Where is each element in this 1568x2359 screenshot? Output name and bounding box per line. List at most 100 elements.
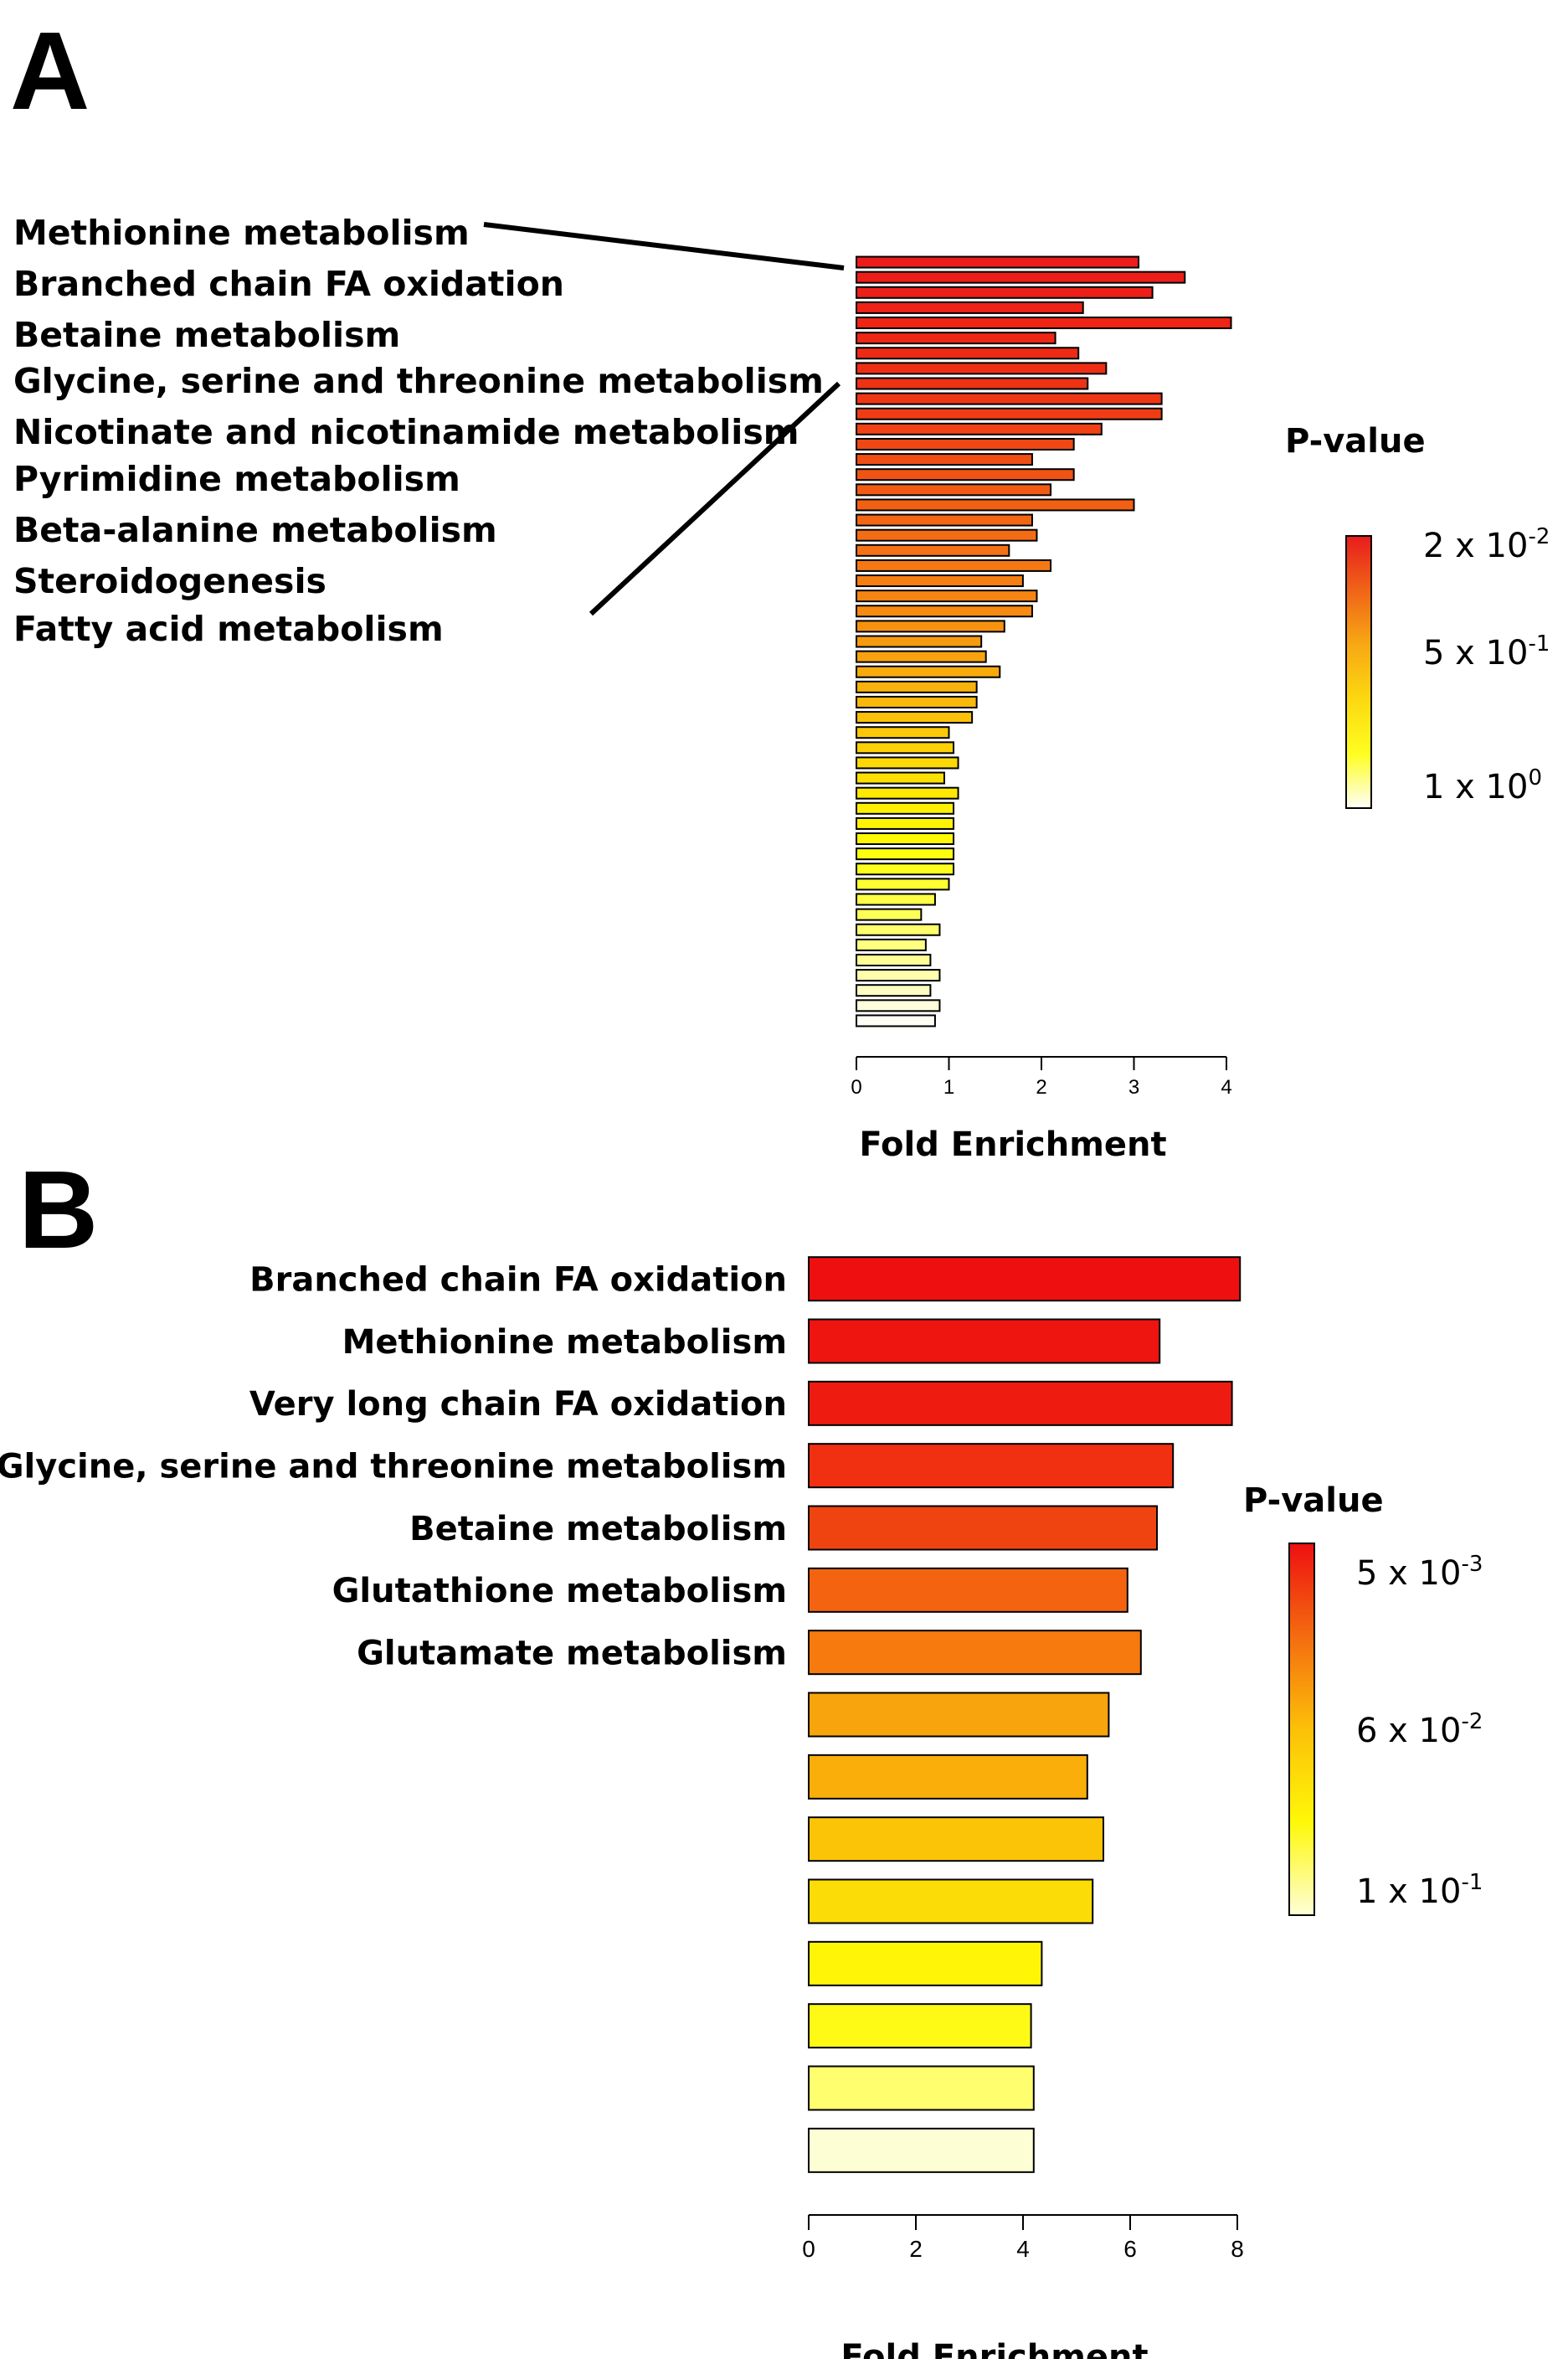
- panel-b-legend: P-value 5 x 10-3 6 x 10-2 1 x 10-1: [1243, 1481, 1483, 1916]
- category-label: Glutamate metabolism: [357, 1635, 787, 1673]
- panel-a: A Methionine metabolism Branched chain F…: [10, 9, 1550, 1164]
- bar: [856, 969, 941, 982]
- bar: [856, 392, 1163, 405]
- bar: [856, 332, 1056, 345]
- bar: [856, 255, 1140, 269]
- bar: [856, 317, 1232, 330]
- x-tick-label: 4: [1221, 1076, 1231, 1099]
- bar: [808, 1630, 1142, 1676]
- panel-a-legend-colorbar: [1345, 535, 1372, 809]
- panel-a-legend-label-bottom: 1 x 100: [1423, 765, 1542, 806]
- panel-b-x-axis: 0 2 4 6 8: [802, 2214, 1244, 2262]
- bar: [856, 893, 936, 906]
- panel-a-label: Methionine metabolism: [13, 213, 470, 253]
- bar: [856, 756, 959, 770]
- bar: [808, 2065, 1035, 2111]
- x-tick-label: 6: [1123, 2236, 1137, 2262]
- bar: [856, 680, 978, 693]
- legend-exponent: -1: [1461, 1870, 1483, 1895]
- panel-a-bars: [856, 255, 1232, 1028]
- category-label: Glycine, serine and threonine metabolism: [0, 1448, 787, 1486]
- bar: [808, 1940, 1043, 1986]
- panel-b-legend-label-mid: 6 x 10-2: [1356, 1709, 1483, 1750]
- x-tick-label: 2: [909, 2236, 923, 2262]
- bar: [856, 863, 955, 876]
- panel-a-legend: P-value 2 x 10-2 5 x 10-1 1 x 100: [1285, 422, 1550, 809]
- legend-exponent: -2: [1528, 524, 1550, 549]
- panel-b-x-axis-title: Fold Enrichment: [841, 2338, 1148, 2359]
- legend-base: 5 x 10: [1423, 634, 1528, 672]
- bar: [856, 953, 932, 966]
- bar: [856, 984, 932, 997]
- legend-exponent: -2: [1461, 1709, 1483, 1734]
- bar: [856, 711, 974, 724]
- x-tick-label: 2: [1036, 1076, 1046, 1099]
- panel-b-legend-colorbar: [1288, 1543, 1315, 1916]
- panel-b-letter: B: [18, 1148, 98, 1271]
- bar: [856, 999, 941, 1012]
- x-tick-label: 1: [943, 1076, 954, 1099]
- bar: [856, 437, 1075, 451]
- bar: [856, 908, 923, 921]
- x-tick-label: 0: [802, 2236, 815, 2262]
- bar: [856, 286, 1154, 299]
- panel-a-label: Steroidogenesis: [13, 561, 326, 601]
- legend-base: 2 x 10: [1423, 527, 1528, 565]
- legend-base: 1 x 10: [1423, 768, 1528, 806]
- panel-b-legend-label-bottom: 1 x 10-1: [1356, 1870, 1483, 1911]
- bar: [856, 786, 959, 800]
- legend-exponent: -3: [1461, 1552, 1483, 1577]
- bar: [856, 878, 950, 891]
- panel-a-label: Nicotinate and nicotinamide metabolism: [13, 412, 799, 452]
- panel-a-legend-label-mid: 5 x 10-1: [1423, 631, 1550, 672]
- panel-b: B Branched chain FA oxidation Methionine …: [0, 1148, 1483, 2359]
- panel-a-letter: A: [10, 9, 90, 132]
- panel-a-x-axis: 0 1 2 3 4: [851, 1056, 1232, 1099]
- legend-base: 1 x 10: [1356, 1872, 1461, 1911]
- panel-a-label: Glycine, serine and threonine metabolism: [13, 361, 824, 401]
- bar: [808, 1318, 1161, 1364]
- bar: [856, 741, 955, 755]
- bar: [856, 453, 1033, 466]
- bar: [856, 847, 955, 861]
- bar: [856, 665, 1001, 678]
- bar: [856, 362, 1108, 375]
- bar: [808, 1567, 1128, 1613]
- bar: [856, 468, 1075, 482]
- bar: [856, 816, 955, 830]
- legend-exponent: 0: [1528, 765, 1542, 791]
- category-label: Glutathione metabolism: [332, 1572, 787, 1610]
- bar: [856, 801, 955, 815]
- panel-a-x-axis-title: Fold Enrichment: [859, 1125, 1166, 1164]
- bar: [808, 2003, 1032, 2049]
- category-label: Methionine metabolism: [342, 1323, 787, 1362]
- legend-exponent: -1: [1528, 631, 1550, 657]
- panel-a-label: Betaine metabolism: [13, 315, 400, 355]
- bar: [856, 483, 1052, 497]
- bar: [856, 590, 1038, 603]
- panel-a-label: Pyrimidine metabolism: [13, 459, 460, 499]
- bar: [856, 695, 978, 708]
- bar: [808, 1816, 1104, 1862]
- bar: [856, 301, 1084, 314]
- panel-a-label: Fatty acid metabolism: [13, 609, 444, 649]
- panel-a-legend-label-top: 2 x 10-2: [1423, 524, 1550, 565]
- x-tick-label: 0: [851, 1076, 861, 1099]
- panel-a-label: Branched chain FA oxidation: [13, 264, 564, 304]
- bar: [856, 1014, 936, 1028]
- panel-b-bars: [808, 1256, 1242, 2173]
- bar: [856, 620, 1005, 633]
- bar: [856, 498, 1135, 512]
- bar: [808, 1443, 1175, 1489]
- bar: [856, 528, 1038, 542]
- bar: [856, 574, 1024, 588]
- x-tick-label: 8: [1231, 2236, 1244, 2262]
- bar: [856, 407, 1163, 420]
- bar: [856, 559, 1052, 572]
- panel-b-legend-label-top: 5 x 10-3: [1356, 1552, 1483, 1593]
- bar: [856, 377, 1089, 390]
- bar: [808, 1692, 1110, 1738]
- category-label: Branched chain FA oxidation: [249, 1261, 787, 1300]
- legend-base: 5 x 10: [1356, 1554, 1461, 1593]
